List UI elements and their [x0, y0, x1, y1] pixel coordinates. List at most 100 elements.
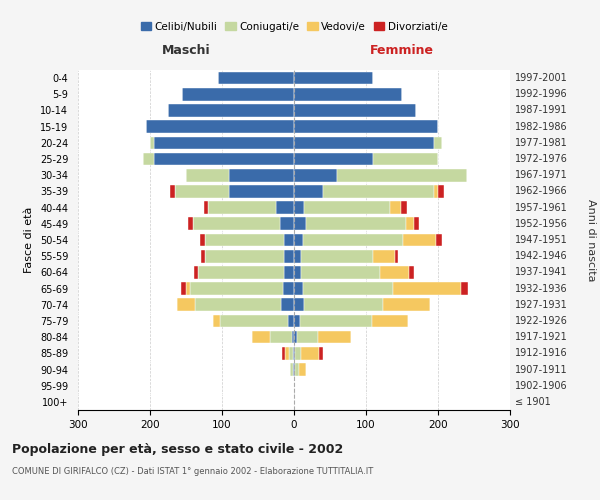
- Bar: [170, 185, 175, 198]
- Bar: [186, 169, 229, 181]
- Bar: [395, 250, 398, 262]
- Text: 1962-1966: 1962-1966: [515, 186, 568, 196]
- Bar: [194, 298, 281, 311]
- Bar: [289, 347, 293, 360]
- Text: 1947-1951: 1947-1951: [515, 235, 568, 245]
- Bar: [294, 185, 323, 198]
- Bar: [372, 314, 408, 328]
- Bar: [436, 234, 442, 246]
- Bar: [229, 185, 294, 198]
- Bar: [201, 250, 205, 262]
- Bar: [276, 202, 294, 214]
- Bar: [218, 72, 294, 85]
- Text: Femmine: Femmine: [370, 44, 434, 58]
- Bar: [205, 250, 284, 262]
- Bar: [401, 202, 407, 214]
- Bar: [294, 331, 297, 344]
- Bar: [383, 298, 430, 311]
- Bar: [208, 202, 276, 214]
- Bar: [319, 347, 323, 360]
- Text: 1967-1971: 1967-1971: [515, 170, 568, 180]
- Bar: [294, 152, 373, 166]
- Bar: [282, 347, 286, 360]
- Bar: [204, 202, 208, 214]
- Bar: [190, 282, 283, 295]
- Bar: [406, 218, 413, 230]
- Bar: [302, 234, 403, 246]
- Text: ≤ 1901: ≤ 1901: [515, 397, 551, 407]
- Bar: [288, 314, 294, 328]
- Bar: [181, 282, 186, 295]
- Bar: [438, 185, 444, 198]
- Text: 1927-1931: 1927-1931: [515, 300, 568, 310]
- Bar: [294, 347, 295, 360]
- Bar: [392, 282, 461, 295]
- Bar: [293, 363, 294, 376]
- Bar: [302, 282, 392, 295]
- Text: 1952-1956: 1952-1956: [515, 219, 568, 229]
- Bar: [304, 298, 383, 311]
- Bar: [413, 218, 419, 230]
- Bar: [284, 250, 294, 262]
- Text: 1937-1941: 1937-1941: [515, 268, 568, 278]
- Bar: [294, 298, 304, 311]
- Bar: [205, 234, 284, 246]
- Text: 1972-1976: 1972-1976: [515, 154, 568, 164]
- Bar: [323, 185, 434, 198]
- Text: 1997-2001: 1997-2001: [515, 73, 568, 83]
- Bar: [193, 218, 280, 230]
- Bar: [143, 152, 154, 166]
- Bar: [200, 234, 205, 246]
- Bar: [270, 331, 292, 344]
- Bar: [283, 282, 294, 295]
- Y-axis label: Fasce di età: Fasce di età: [25, 207, 34, 273]
- Bar: [290, 363, 293, 376]
- Bar: [197, 266, 284, 278]
- Text: 1932-1936: 1932-1936: [515, 284, 568, 294]
- Text: 1907-1911: 1907-1911: [515, 364, 568, 374]
- Bar: [305, 218, 406, 230]
- Bar: [194, 266, 197, 278]
- Bar: [294, 202, 304, 214]
- Bar: [434, 136, 442, 149]
- Bar: [299, 363, 306, 376]
- Bar: [176, 298, 194, 311]
- Bar: [186, 282, 190, 295]
- Bar: [461, 282, 468, 295]
- Bar: [281, 298, 294, 311]
- Bar: [252, 331, 270, 344]
- Bar: [146, 120, 294, 133]
- Bar: [294, 314, 300, 328]
- Bar: [403, 234, 436, 246]
- Bar: [284, 234, 294, 246]
- Bar: [301, 250, 373, 262]
- Bar: [154, 136, 294, 149]
- Text: 1982-1986: 1982-1986: [515, 122, 568, 132]
- Bar: [220, 314, 288, 328]
- Bar: [304, 202, 391, 214]
- Text: 1917-1921: 1917-1921: [515, 332, 568, 342]
- Bar: [373, 152, 438, 166]
- Bar: [280, 218, 294, 230]
- Text: Anni di nascita: Anni di nascita: [586, 198, 596, 281]
- Bar: [294, 88, 402, 101]
- Bar: [295, 347, 301, 360]
- Bar: [182, 88, 294, 101]
- Bar: [434, 185, 438, 198]
- Bar: [294, 218, 305, 230]
- Bar: [295, 363, 299, 376]
- Text: COMUNE DI GIRIFALCO (CZ) - Dati ISTAT 1° gennaio 2002 - Elaborazione TUTTITALIA.: COMUNE DI GIRIFALCO (CZ) - Dati ISTAT 1°…: [12, 468, 373, 476]
- Bar: [294, 136, 434, 149]
- Bar: [294, 234, 302, 246]
- Legend: Celibi/Nubili, Coniugati/e, Vedovi/e, Divorziati/e: Celibi/Nubili, Coniugati/e, Vedovi/e, Di…: [137, 18, 451, 36]
- Bar: [284, 266, 294, 278]
- Text: 1902-1906: 1902-1906: [515, 380, 568, 390]
- Bar: [175, 185, 229, 198]
- Text: 1942-1946: 1942-1946: [515, 251, 568, 261]
- Text: 1912-1916: 1912-1916: [515, 348, 568, 358]
- Bar: [168, 104, 294, 117]
- Text: Popolazione per età, sesso e stato civile - 2002: Popolazione per età, sesso e stato civil…: [12, 442, 343, 456]
- Bar: [373, 250, 395, 262]
- Text: 1922-1926: 1922-1926: [515, 316, 568, 326]
- Bar: [188, 218, 193, 230]
